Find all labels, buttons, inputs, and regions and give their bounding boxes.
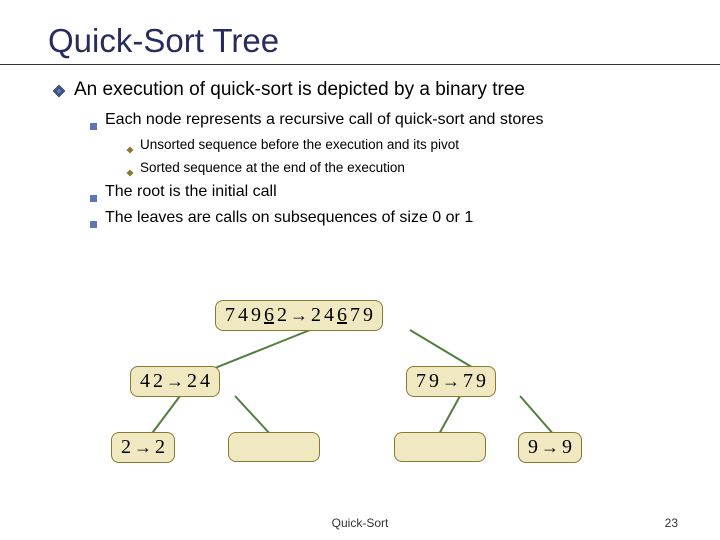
tree-edges [0, 300, 720, 510]
bullet-level2: The leaves are calls on subsequences of … [90, 209, 672, 233]
bullet-text: Each node represents a recursive call of… [105, 111, 543, 129]
bullet-level2: The root is the initial call [90, 183, 672, 207]
diamond-icon [52, 84, 66, 103]
bullet-text: The root is the initial call [105, 183, 277, 201]
tree-node-left: 4 2 → 2 4 [130, 366, 220, 397]
diamond-small-icon [126, 164, 134, 182]
bullet-text: Unsorted sequence before the execution a… [140, 137, 459, 152]
square-bullet-icon [90, 117, 97, 135]
diamond-small-icon [126, 141, 134, 159]
bullet-level2: Each node represents a recursive call of… [90, 111, 672, 135]
footer-label: Quick-Sort [0, 516, 720, 530]
square-bullet-icon [90, 189, 97, 207]
content-area: An execution of quick-sort is depicted b… [0, 79, 720, 233]
tree-node-leaf-empty [228, 432, 320, 462]
slide-title: Quick-Sort Tree [48, 22, 672, 60]
tree-node-leaf-empty [394, 432, 486, 462]
page-number: 23 [665, 516, 678, 530]
tree-node-leaf: 9 → 9 [518, 432, 582, 463]
tree-node-root: 7 4 9 6 2 → 2 4 6 7 9 [215, 300, 383, 331]
tree-node-right: 7 9 → 7 9 [406, 366, 496, 397]
tree-diagram: 7 4 9 6 2 → 2 4 6 7 9 4 2 → 2 4 7 9 → 7 … [0, 300, 720, 510]
bullet-level3: Sorted sequence at the end of the execut… [126, 160, 672, 182]
tree-node-leaf: 2 → 2 [111, 432, 175, 463]
bullet-text: Sorted sequence at the end of the execut… [140, 160, 405, 175]
bullet-level1: An execution of quick-sort is depicted b… [52, 79, 672, 103]
bullet-text: The leaves are calls on subsequences of … [105, 209, 473, 227]
bullet-level3: Unsorted sequence before the execution a… [126, 137, 672, 159]
bullet-text: An execution of quick-sort is depicted b… [74, 79, 525, 101]
square-bullet-icon [90, 215, 97, 233]
